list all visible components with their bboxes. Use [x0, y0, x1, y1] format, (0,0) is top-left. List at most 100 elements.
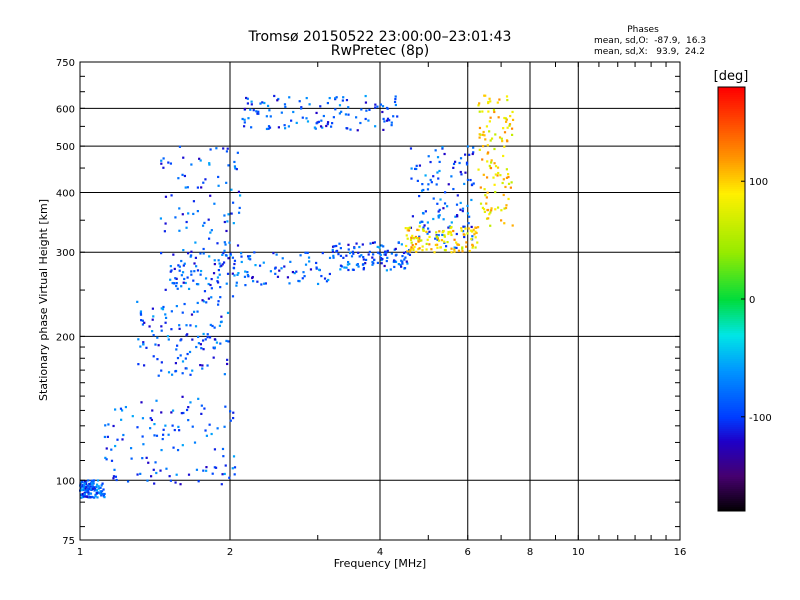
data-point — [326, 123, 329, 126]
data-point — [499, 174, 502, 177]
data-point — [443, 152, 446, 156]
data-point — [210, 432, 213, 436]
colorbar-strip — [718, 439, 745, 442]
data-point — [372, 262, 375, 265]
data-point — [405, 244, 408, 248]
data-point — [474, 226, 477, 229]
data-point — [276, 275, 280, 278]
data-point — [436, 236, 439, 239]
colorbar-strip — [718, 335, 745, 338]
data-point — [435, 183, 438, 186]
data-point — [94, 493, 97, 496]
data-point — [368, 250, 371, 253]
colorbar-strip — [718, 467, 745, 470]
data-point — [308, 103, 311, 106]
data-point — [459, 208, 462, 211]
data-point — [357, 265, 360, 268]
data-point — [341, 99, 344, 102]
data-point — [221, 263, 224, 266]
data-point — [231, 295, 235, 298]
data-point — [504, 120, 508, 123]
data-point — [335, 96, 338, 99]
data-point — [470, 198, 473, 202]
data-point — [506, 140, 509, 143]
data-point — [300, 107, 303, 110]
data-point — [194, 325, 198, 328]
data-point — [218, 273, 221, 276]
data-point — [507, 173, 510, 176]
data-point — [340, 110, 343, 113]
data-point — [199, 252, 202, 255]
data-point — [425, 230, 428, 233]
data-point — [438, 214, 441, 217]
colorbar-strip — [718, 365, 745, 368]
colorbar-strip — [718, 125, 745, 128]
data-point — [470, 230, 474, 233]
data-point — [490, 137, 494, 140]
data-point — [223, 241, 226, 244]
data-point — [469, 229, 472, 232]
data-point — [90, 479, 93, 483]
data-point — [450, 247, 453, 250]
data-point — [411, 244, 414, 247]
colorbar-strip — [718, 473, 745, 476]
data-point — [355, 263, 359, 267]
data-point — [441, 147, 444, 150]
data-point — [203, 407, 206, 410]
data-point — [80, 488, 83, 492]
colorbar-strip — [718, 235, 745, 238]
data-point — [471, 244, 475, 247]
colorbar-strip — [718, 417, 745, 420]
data-point — [186, 276, 189, 279]
data-point — [152, 334, 155, 337]
data-point — [178, 324, 181, 327]
data-point — [322, 114, 325, 118]
data-point — [510, 133, 514, 137]
colorbar-strip — [718, 141, 745, 144]
data-point — [167, 433, 170, 436]
data-point — [178, 269, 181, 272]
data-point — [359, 121, 362, 125]
data-point — [502, 193, 505, 197]
data-point — [283, 103, 287, 106]
data-point — [153, 434, 156, 437]
data-point — [326, 101, 329, 105]
data-point — [201, 364, 204, 367]
data-point — [233, 274, 236, 277]
data-point — [424, 174, 427, 177]
colorbar-strip — [718, 461, 745, 464]
colorbar-strip — [718, 381, 745, 384]
data-point — [161, 437, 164, 441]
colorbar-strip — [718, 355, 745, 358]
data-point — [410, 177, 413, 180]
colorbar-strip — [718, 285, 745, 288]
data-point — [136, 300, 139, 303]
data-point — [326, 121, 330, 124]
data-point — [358, 245, 361, 249]
data-point — [202, 332, 205, 336]
data-point — [136, 473, 139, 476]
data-point — [114, 475, 118, 478]
data-point — [406, 227, 410, 230]
data-point — [328, 272, 331, 276]
data-point — [504, 117, 507, 120]
data-point — [463, 235, 466, 239]
data-point — [466, 204, 469, 208]
colorbar-strip — [718, 93, 745, 96]
data-point — [112, 477, 115, 480]
data-point — [182, 411, 185, 415]
data-point — [208, 255, 211, 258]
data-point — [229, 419, 232, 422]
data-point — [159, 469, 162, 472]
colorbar-strip — [718, 151, 745, 154]
data-point — [428, 230, 431, 233]
data-point — [346, 263, 350, 266]
data-point — [148, 325, 151, 328]
data-point — [459, 201, 462, 205]
data-point — [386, 249, 389, 252]
data-point — [193, 262, 196, 265]
data-point — [269, 270, 273, 273]
data-point — [201, 224, 205, 227]
data-point — [415, 164, 418, 167]
data-point — [110, 448, 113, 451]
